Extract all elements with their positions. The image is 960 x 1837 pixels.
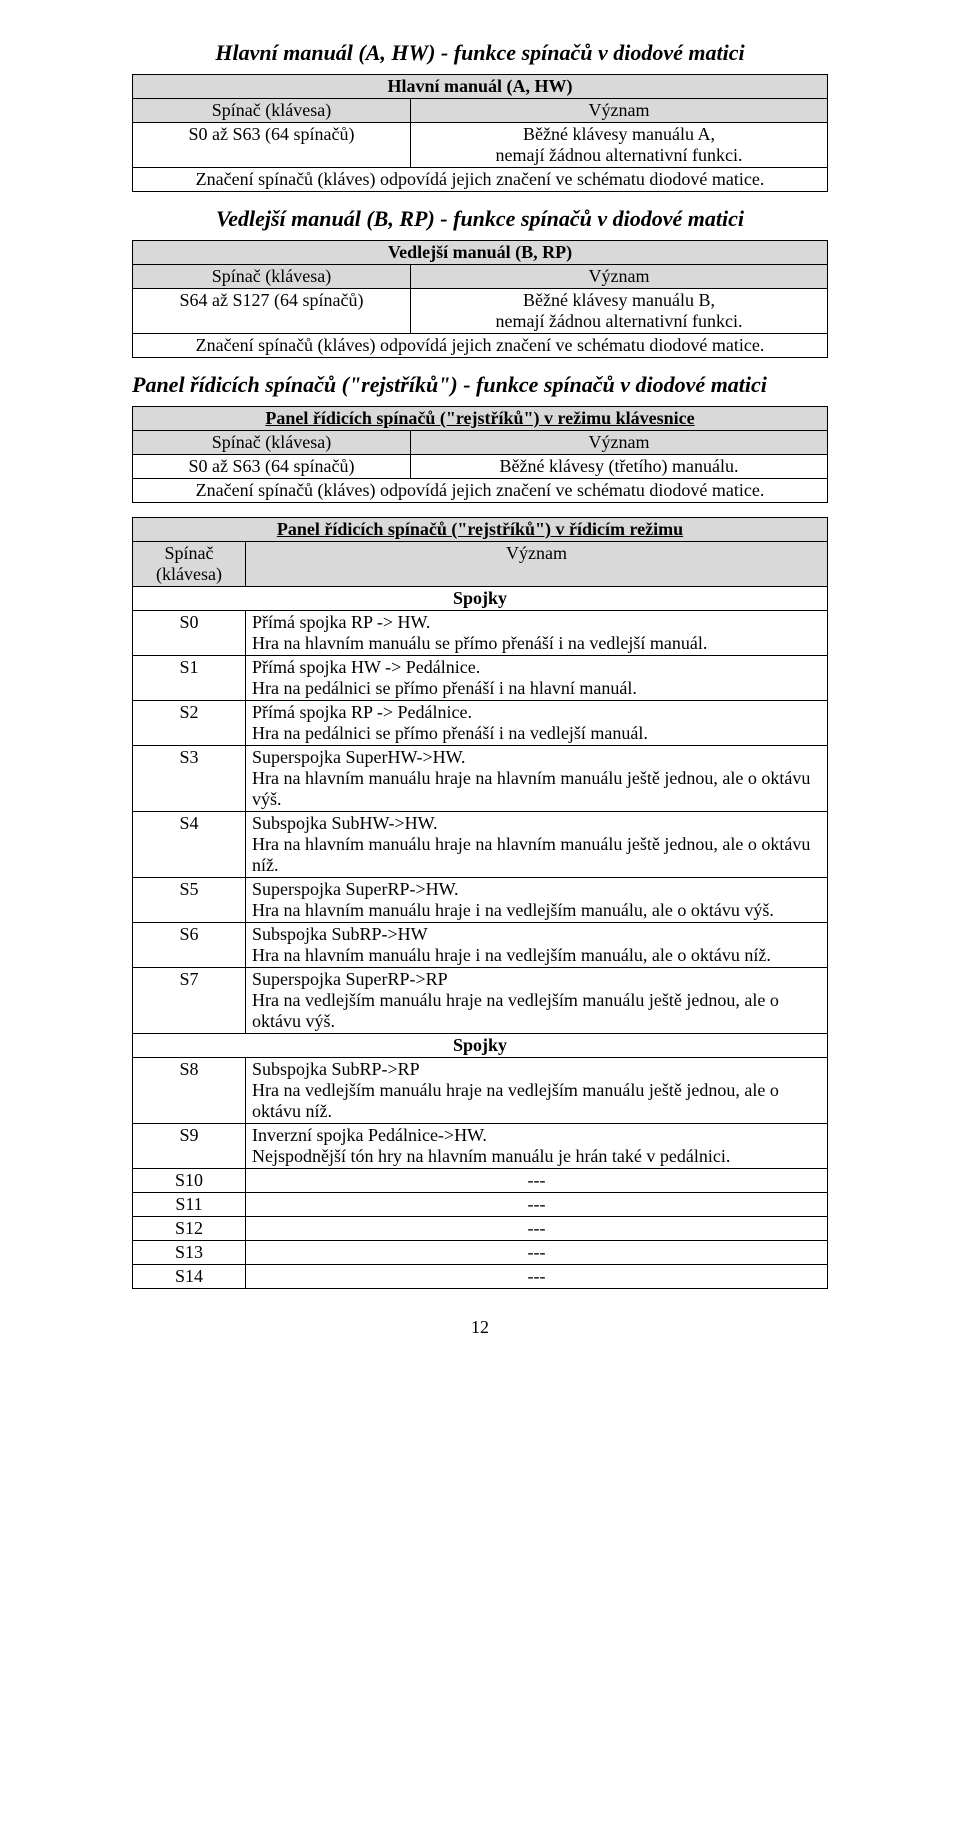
table-row: S0 až S63 (64 spínačů) Běžné klávesy man… — [133, 123, 828, 168]
hdr-left: Spínač (klávesa) — [133, 431, 411, 455]
table-title-row: Hlavní manuál (A, HW) — [133, 75, 828, 99]
cell-key: S0 — [133, 611, 246, 656]
cell-key: S64 až S127 (64 spínačů) — [133, 289, 411, 334]
group-label: Spojky — [133, 587, 828, 611]
table-title: Panel řídicích spínačů ("rejstříků") v r… — [133, 407, 828, 431]
table-row: S13--- — [133, 1241, 828, 1265]
cell-val: Subspojka SubHW->HW.Hra na hlavním manuá… — [246, 812, 828, 878]
cell-val: --- — [246, 1217, 828, 1241]
cell-key: S10 — [133, 1169, 246, 1193]
table-footer-row: Značení spínačů (kláves) odpovídá jejich… — [133, 168, 828, 192]
section3-title: Panel řídicích spínačů ("rejstříků") - f… — [132, 372, 828, 398]
cell-val: Přímá spojka RP -> Pedálnice.Hra na pedá… — [246, 701, 828, 746]
cell-key: S7 — [133, 968, 246, 1034]
table-footer-row: Značení spínačů (kláves) odpovídá jejich… — [133, 479, 828, 503]
cell-val: Běžné klávesy manuálu B,nemají žádnou al… — [411, 289, 828, 334]
table-section3a: Panel řídicích spínačů ("rejstříků") v r… — [132, 406, 828, 503]
cell-key: S0 až S63 (64 spínačů) — [133, 123, 411, 168]
table-title-row: Vedlejší manuál (B, RP) — [133, 241, 828, 265]
table-header-row: Spínač (klávesa) Význam — [133, 265, 828, 289]
page-container: Hlavní manuál (A, HW) - funkce spínačů v… — [66, 0, 894, 1378]
cell-key: S9 — [133, 1124, 246, 1169]
hdr-right: Význam — [411, 431, 828, 455]
table-title: Vedlejší manuál (B, RP) — [133, 241, 828, 265]
cell-key: S8 — [133, 1058, 246, 1124]
hdr-right: Význam — [411, 265, 828, 289]
section1-title: Hlavní manuál (A, HW) - funkce spínačů v… — [132, 40, 828, 66]
cell-val: Přímá spojka HW -> Pedálnice.Hra na pedá… — [246, 656, 828, 701]
table-title-row: Panel řídicích spínačů ("rejstříků") v ř… — [133, 518, 828, 542]
footer-cell: Značení spínačů (kláves) odpovídá jejich… — [133, 479, 828, 503]
table-row: S12--- — [133, 1217, 828, 1241]
table-row: S4Subspojka SubHW->HW.Hra na hlavním man… — [133, 812, 828, 878]
table-row: S9Inverzní spojka Pedálnice->HW.Nejspodn… — [133, 1124, 828, 1169]
cell-val: Superspojka SuperHW->HW.Hra na hlavním m… — [246, 746, 828, 812]
cell-val: Subspojka SubRP->RPHra na vedlejším manu… — [246, 1058, 828, 1124]
table-row: S3Superspojka SuperHW->HW.Hra na hlavním… — [133, 746, 828, 812]
cell-key: S11 — [133, 1193, 246, 1217]
table-section3b: Panel řídicích spínačů ("rejstříků") v ř… — [132, 517, 828, 1289]
group-label: Spojky — [133, 1034, 828, 1058]
hdr-right: Význam — [411, 99, 828, 123]
table-row: S8Subspojka SubRP->RPHra na vedlejším ma… — [133, 1058, 828, 1124]
cell-val: --- — [246, 1169, 828, 1193]
table-footer-row: Značení spínačů (kláves) odpovídá jejich… — [133, 334, 828, 358]
table-header-row: Spínač (klávesa) Význam — [133, 99, 828, 123]
cell-key: S0 až S63 (64 spínačů) — [133, 455, 411, 479]
cell-key: S13 — [133, 1241, 246, 1265]
cell-key: S4 — [133, 812, 246, 878]
cell-val: Běžné klávesy (třetího) manuálu. — [411, 455, 828, 479]
table-row: S2Přímá spojka RP -> Pedálnice.Hra na pe… — [133, 701, 828, 746]
cell-key: S3 — [133, 746, 246, 812]
cell-val: Přímá spojka RP -> HW.Hra na hlavním man… — [246, 611, 828, 656]
section2-title: Vedlejší manuál (B, RP) - funkce spínačů… — [132, 206, 828, 232]
cell-key: S12 — [133, 1217, 246, 1241]
table-row: S64 až S127 (64 spínačů) Běžné klávesy m… — [133, 289, 828, 334]
page-number: 12 — [132, 1317, 828, 1338]
table-row: S14--- — [133, 1265, 828, 1289]
cell-key: S6 — [133, 923, 246, 968]
footer-cell: Značení spínačů (kláves) odpovídá jejich… — [133, 334, 828, 358]
table-row: S11--- — [133, 1193, 828, 1217]
table-section1: Hlavní manuál (A, HW) Spínač (klávesa) V… — [132, 74, 828, 192]
group-row: Spojky — [133, 587, 828, 611]
cell-val: Běžné klávesy manuálu A,nemají žádnou al… — [411, 123, 828, 168]
cell-val: Inverzní spojka Pedálnice->HW.Nejspodněj… — [246, 1124, 828, 1169]
cell-key: S2 — [133, 701, 246, 746]
cell-key: S1 — [133, 656, 246, 701]
hdr-left: Spínač (klávesa) — [133, 265, 411, 289]
table-title-row: Panel řídicích spínačů ("rejstříků") v r… — [133, 407, 828, 431]
table-row: S0 až S63 (64 spínačů) Běžné klávesy (tř… — [133, 455, 828, 479]
table-header-row: Spínač (klávesa) Význam — [133, 431, 828, 455]
table-row: S1Přímá spojka HW -> Pedálnice.Hra na pe… — [133, 656, 828, 701]
table-title: Hlavní manuál (A, HW) — [133, 75, 828, 99]
cell-val: --- — [246, 1193, 828, 1217]
table-header-row: Spínač(klávesa) Význam — [133, 542, 828, 587]
table-section2: Vedlejší manuál (B, RP) Spínač (klávesa)… — [132, 240, 828, 358]
cell-val: --- — [246, 1265, 828, 1289]
cell-key: S14 — [133, 1265, 246, 1289]
hdr-left: Spínač (klávesa) — [133, 99, 411, 123]
table-row: S5Superspojka SuperRP->HW.Hra na hlavním… — [133, 878, 828, 923]
group-row: Spojky — [133, 1034, 828, 1058]
table-title: Panel řídicích spínačů ("rejstříků") v ř… — [133, 518, 828, 542]
cell-val: --- — [246, 1241, 828, 1265]
cell-val: Superspojka SuperRP->RPHra na vedlejším … — [246, 968, 828, 1034]
cell-val: Subspojka SubRP->HWHra na hlavním manuál… — [246, 923, 828, 968]
table-row: S6Subspojka SubRP->HWHra na hlavním manu… — [133, 923, 828, 968]
table-row: S10--- — [133, 1169, 828, 1193]
table-row: S7Superspojka SuperRP->RPHra na vedlejší… — [133, 968, 828, 1034]
hdr-right: Význam — [246, 542, 828, 587]
table-row: S0Přímá spojka RP -> HW.Hra na hlavním m… — [133, 611, 828, 656]
footer-cell: Značení spínačů (kláves) odpovídá jejich… — [133, 168, 828, 192]
cell-key: S5 — [133, 878, 246, 923]
cell-val: Superspojka SuperRP->HW.Hra na hlavním m… — [246, 878, 828, 923]
hdr-left: Spínač(klávesa) — [133, 542, 246, 587]
